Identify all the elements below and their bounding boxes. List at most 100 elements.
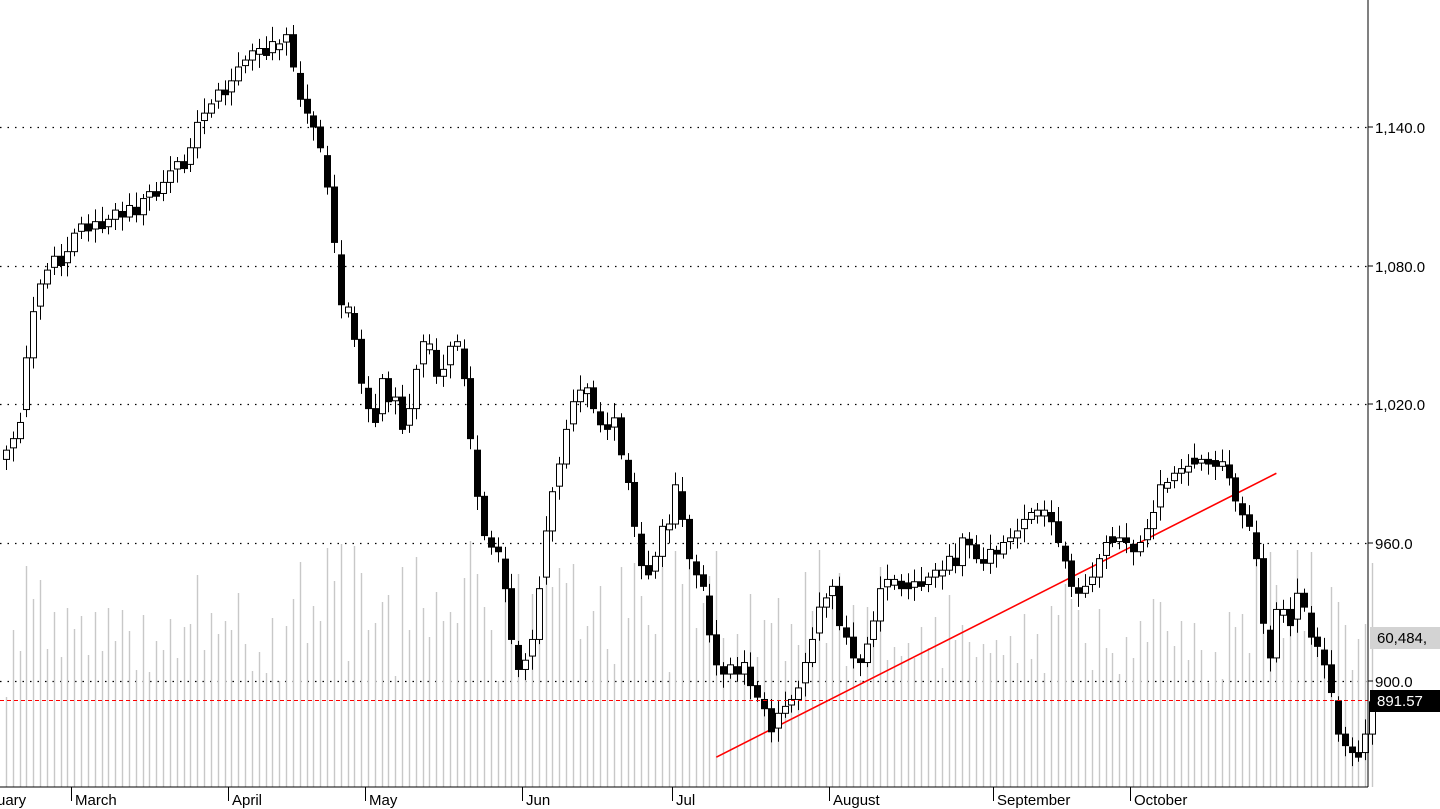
candle [987, 534, 994, 574]
candle [249, 43, 256, 71]
last-price-tag-box [1370, 690, 1440, 712]
candle [488, 530, 495, 555]
candle [1314, 627, 1321, 657]
candle [809, 627, 816, 668]
candle [112, 202, 119, 230]
candle [290, 24, 297, 72]
candle [1137, 535, 1144, 557]
candle [952, 543, 959, 574]
candle [461, 339, 468, 387]
candle [1164, 477, 1171, 493]
candle [515, 640, 522, 678]
candle [898, 574, 905, 597]
candle [399, 384, 406, 435]
candle [194, 110, 201, 159]
candle [338, 240, 345, 319]
month-label-4: Jun [526, 792, 550, 809]
candle [1273, 602, 1280, 663]
candle [51, 246, 58, 275]
candle [447, 341, 454, 379]
last-price-tag-label: 891.57 [1377, 693, 1423, 710]
candle [1055, 506, 1062, 548]
candle [1034, 503, 1041, 524]
candle [1048, 500, 1055, 536]
candle [1075, 578, 1082, 607]
candle [310, 111, 317, 141]
candle [242, 55, 249, 74]
candle [795, 680, 802, 711]
candle [1205, 452, 1212, 475]
candle [71, 228, 78, 257]
candle [802, 652, 809, 697]
month-label-6: August [833, 792, 881, 809]
candle [679, 476, 686, 528]
candle [44, 262, 51, 289]
candle [850, 622, 857, 669]
candle [911, 569, 918, 601]
y-tick-label-1: 960.0 [1375, 536, 1413, 553]
candle [843, 615, 850, 645]
candle [693, 554, 700, 589]
candle [153, 181, 160, 201]
candle [980, 547, 987, 571]
candle [1260, 543, 1267, 634]
candle [331, 174, 338, 254]
candle [99, 206, 106, 234]
candle [782, 691, 789, 718]
candle [973, 535, 980, 564]
candle [946, 544, 953, 575]
candle [1185, 454, 1192, 486]
month-label-2: April [232, 792, 262, 809]
volume-tag-label: 60,484, [1377, 630, 1427, 647]
candle [891, 574, 898, 590]
candle [1287, 597, 1294, 637]
candle [58, 244, 65, 277]
candle [993, 545, 1000, 568]
candle [85, 214, 92, 242]
candle [597, 402, 604, 433]
x-month-labels: ruary March April May Jun Jul August September O… [0, 787, 1187, 809]
candle [754, 681, 761, 702]
candle [146, 184, 153, 211]
candle [549, 487, 556, 542]
y-tick-label-3: 1,080.0 [1375, 259, 1425, 276]
candle [870, 611, 877, 648]
gridlines [0, 126, 1368, 683]
candle [645, 550, 652, 580]
candle [1089, 562, 1096, 593]
candle [918, 566, 925, 591]
candle [201, 98, 208, 135]
candle [324, 145, 331, 195]
candle [570, 389, 577, 432]
candle [215, 82, 222, 109]
candle [426, 334, 433, 355]
candle [857, 654, 864, 677]
candle [816, 592, 823, 641]
candle [618, 413, 625, 460]
candle [64, 236, 71, 277]
candle [467, 366, 474, 450]
candle [78, 216, 85, 239]
candle [652, 551, 659, 579]
y-tick-labels: 900.0 960.0 1,020.0 1,080.0 1,140.0 [1368, 120, 1425, 691]
candle [392, 387, 399, 415]
candle [508, 573, 515, 645]
candle [119, 201, 126, 231]
candle [351, 306, 358, 347]
candle [1191, 443, 1198, 469]
trendline[interactable] [715, 472, 1277, 758]
candle [317, 119, 324, 153]
candle [775, 701, 782, 742]
month-label-5: Jul [676, 792, 695, 809]
candle [420, 334, 427, 378]
month-label-7: September [997, 792, 1070, 809]
candle [345, 302, 352, 318]
candle [590, 380, 597, 414]
candle [1219, 449, 1226, 471]
candle [276, 39, 283, 61]
candle [1082, 574, 1089, 598]
candle [1103, 535, 1110, 570]
candle [413, 364, 420, 420]
candle [1157, 470, 1164, 521]
